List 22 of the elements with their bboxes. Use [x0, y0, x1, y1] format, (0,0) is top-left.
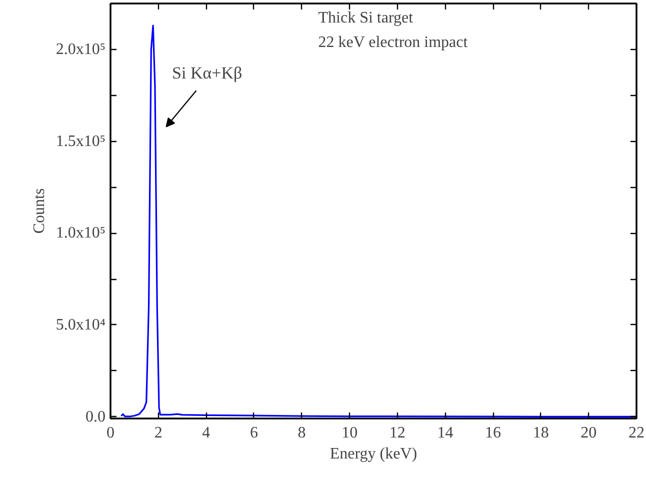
y-tick-label: 1.5x10⁵ [56, 132, 106, 150]
x-tick-label: 20 [580, 424, 597, 442]
x-axis-title: Energy (keV) [330, 446, 418, 462]
x-tick-label: 8 [298, 424, 306, 442]
x-tick-label: 12 [389, 424, 406, 442]
x-tick-label: 4 [202, 424, 210, 442]
x-tick-label: 18 [532, 424, 549, 442]
y-axis-title: Counts [30, 188, 48, 234]
annotation: 22 keV electron impact [318, 34, 468, 52]
y-tick-label: 0.0 [86, 408, 106, 426]
annotation: Thick Si target [318, 9, 414, 26]
x-tick-label: 22 [628, 424, 644, 442]
x-tick-label: 2 [154, 424, 162, 442]
x-tick-label: 16 [485, 424, 502, 442]
y-tick-label: 2.0x10⁵ [56, 40, 106, 58]
annotation: Si Kα+Kβ [172, 63, 242, 82]
x-tick-label: 0 [106, 424, 114, 442]
x-tick-label: 14 [437, 424, 454, 442]
y-tick-label: 1.0x10⁵ [56, 224, 106, 242]
x-tick-label: 10 [342, 424, 358, 442]
y-tick-label: 5.0x10⁴ [56, 316, 106, 334]
x-tick-label: 6 [250, 424, 258, 442]
